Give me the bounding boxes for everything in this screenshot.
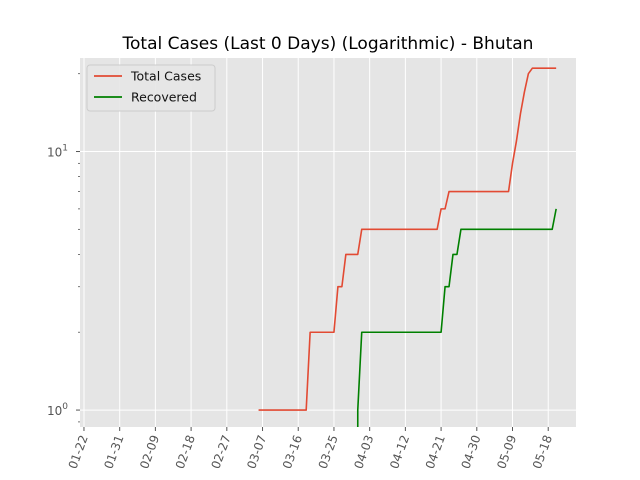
x-tick-label: 04-30 [459,433,484,471]
series-line-recovered [356,208,557,427]
y-tick-exponent: 0 [62,402,68,412]
x-axis: 01-22 01-31 02-09 02-18 02-27 03-07 03-16 03-25… [66,427,555,471]
grid [80,58,576,427]
x-tick-label: 05-18 [530,433,555,471]
x-tick-label: 02-18 [173,433,198,471]
legend: Total Cases Recovered [86,64,216,112]
x-tick-label: 01-22 [66,433,91,471]
y-tick-base: 10 [47,404,62,418]
y-tick-base: 10 [47,146,62,160]
x-tick-label: 02-09 [137,433,162,471]
x-tick-label: 03-07 [244,433,269,471]
plot-area [80,58,576,427]
x-tick-label: 03-16 [280,433,305,471]
x-tick-label: 04-12 [387,433,412,471]
series-layer [258,67,557,427]
y-tick-label: 100 [47,402,68,418]
x-tick-label: 04-21 [423,433,448,471]
series-line-total-cases [258,67,557,411]
x-tick-label: 01-31 [101,433,126,471]
y-tick-label: 101 [47,144,68,160]
legend-label: Total Cases [130,69,201,84]
x-tick-label: 03-25 [316,433,341,471]
x-tick-label: 04-03 [351,433,376,471]
chart-title: Total Cases (Last 0 Days) (Logarithmic) … [122,34,534,54]
x-tick-label: 02-27 [209,433,234,471]
y-tick-exponent: 1 [62,144,68,154]
legend-label: Recovered [131,90,197,105]
x-tick-label: 05-09 [494,433,519,471]
